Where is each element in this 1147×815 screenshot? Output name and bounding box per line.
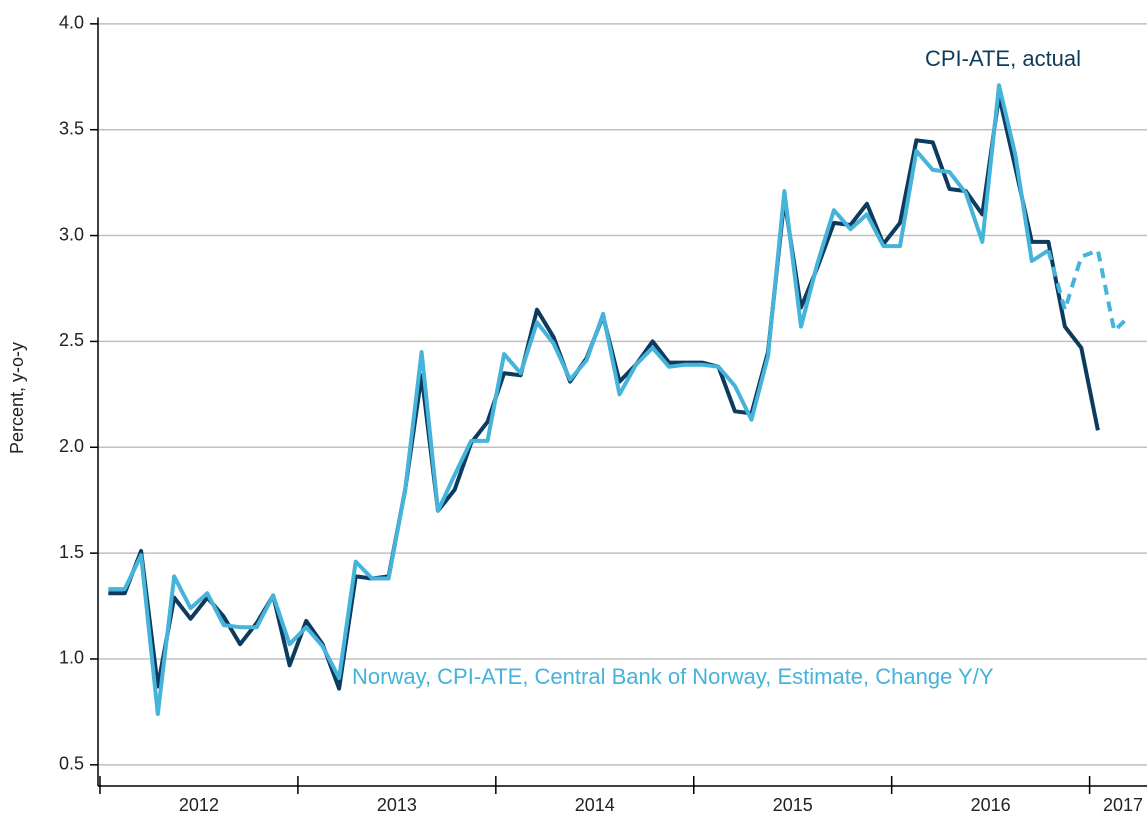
x-tick-label: 2015 (773, 795, 813, 815)
y-tick-label: 0.5 (59, 754, 84, 774)
y-tick-label: 3.0 (59, 224, 84, 244)
series-line (108, 93, 1100, 691)
y-tick-label: 3.5 (59, 118, 84, 138)
x-tick-label: 2013 (377, 795, 417, 815)
y-axis-label: Percent, y-o-y (7, 342, 27, 454)
y-tick-label: 1.5 (59, 542, 84, 562)
y-tick-label: 1.0 (59, 648, 84, 668)
series-line (1046, 248, 1127, 333)
y-tick-label: 2.0 (59, 436, 84, 456)
x-tick-label: 2012 (179, 795, 219, 815)
series-label: CPI-ATE, actual (925, 46, 1081, 71)
x-tick-label: 2016 (971, 795, 1011, 815)
series-line (108, 83, 1050, 716)
x-tick-label: 2017 (1103, 795, 1143, 815)
series-label: Norway, CPI-ATE, Central Bank of Norway,… (352, 664, 994, 689)
x-tick-label: 2014 (575, 795, 615, 815)
y-tick-label: 4.0 (59, 13, 84, 33)
y-tick-label: 2.5 (59, 330, 84, 350)
